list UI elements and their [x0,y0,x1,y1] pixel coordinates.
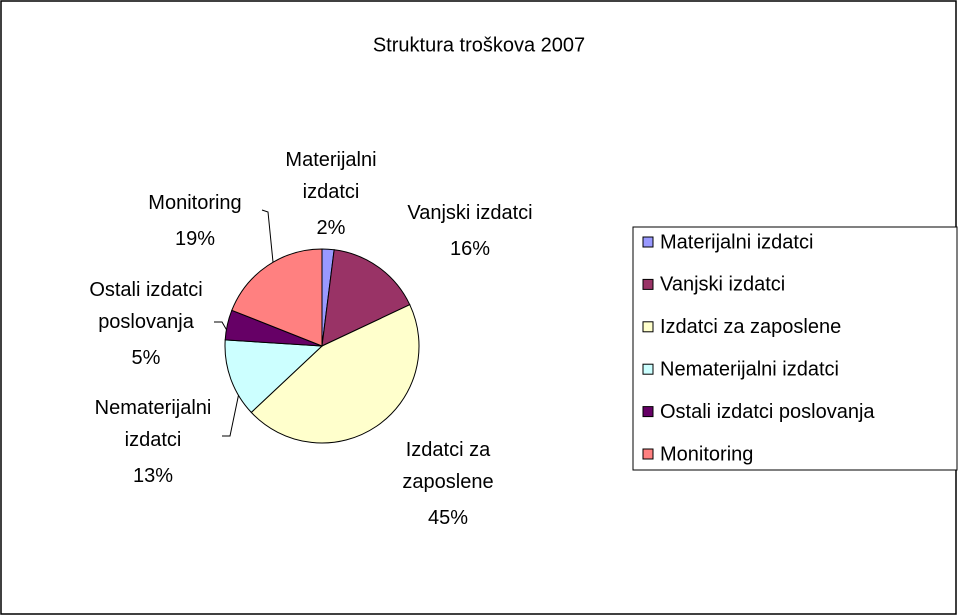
legend-swatch [642,321,654,333]
slice-label-name: Nematerijalni izdatci [94,397,212,451]
slice-label-value: 45% [427,507,469,529]
legend-label: Izdatci za zaposlene [660,316,841,338]
legend-label: Nematerijalni izdatci [660,358,839,380]
slice-label-name: Materijalni izdatci [285,149,377,203]
legend-label: Monitoring [660,443,753,465]
legend-swatch [642,363,654,375]
legend-swatch [642,406,654,418]
chart-title: Struktura troškova 2007 [373,34,585,56]
slice-label-name: Vanjski izdatci [407,202,533,224]
leader-line [261,209,274,263]
slice-label-name: Izdatci za zaposlene [402,439,494,493]
slice-label-value: 13% [132,465,174,487]
legend-swatch [642,448,654,460]
legend-label: Ostali izdatci poslovanja [660,401,875,423]
slice-label-value: 16% [449,238,491,260]
legend-label: Vanjski izdatci [660,274,785,296]
leader-line [222,387,241,437]
pie-slice [321,249,411,347]
legend-label: Materijalni izdatci [660,231,813,253]
slice-label-value: 5% [131,347,161,369]
slice-label-value: 19% [174,228,216,250]
pie-slice [250,304,420,444]
slice-label-name: Ostali izdatci poslovanja [89,279,203,333]
slice-label-value: 2% [316,217,346,239]
legend-box [632,226,958,471]
legend-swatch [642,278,654,290]
legend-swatch [642,236,654,248]
slice-label-name: Monitoring [148,192,242,214]
pie-slice [224,339,324,414]
pie-slice [231,248,323,347]
